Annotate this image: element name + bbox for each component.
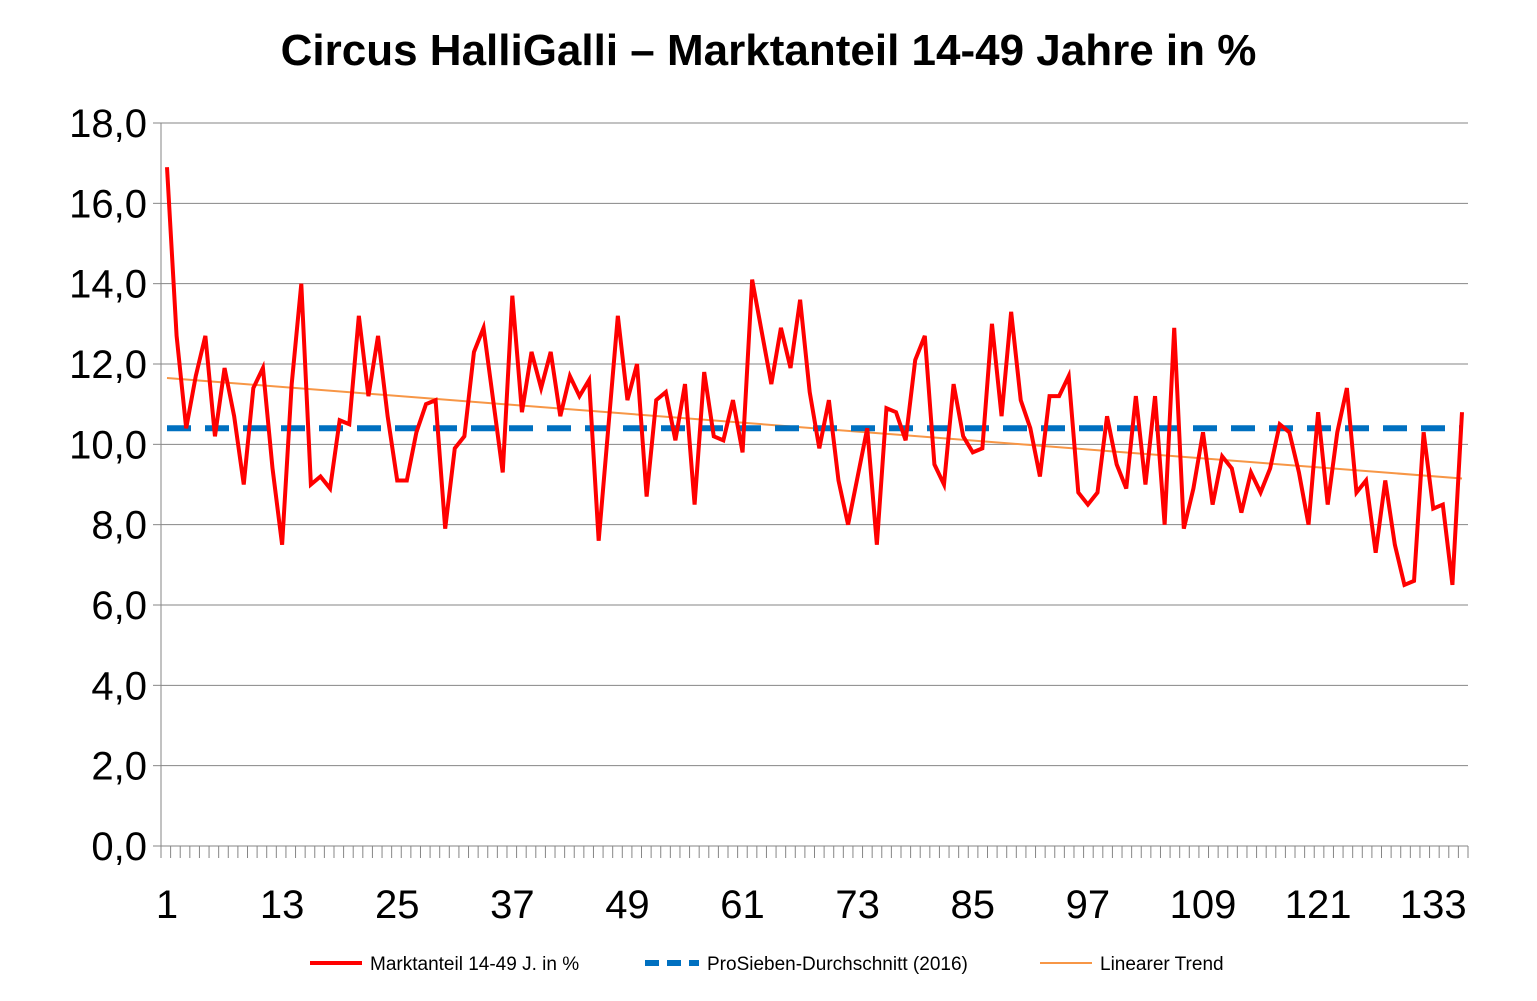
legend: Marktanteil 14-49 J. in % ProSieben-Durch… <box>310 954 1224 975</box>
x-tick-label: 61 <box>720 883 765 927</box>
y-tick-label: 4,0 <box>91 664 147 708</box>
x-tick-label: 49 <box>605 883 650 927</box>
y-tick-label: 10,0 <box>69 423 147 467</box>
y-tick-label: 0,0 <box>91 825 147 869</box>
x-tick-label: 97 <box>1066 883 1111 927</box>
y-tick-label: 8,0 <box>91 504 147 548</box>
y-tick-label: 2,0 <box>91 745 147 789</box>
chart-title: Circus HalliGalli – Marktanteil 14-49 Ja… <box>280 26 1257 75</box>
y-axis-tick-labels: 0,0 2,0 4,0 6,0 8,0 10,0 12,0 14,0 16,0 18,0 <box>69 102 147 869</box>
y-tick-label: 18,0 <box>69 102 147 146</box>
x-tick-label: 1 <box>156 883 178 927</box>
y-tick-label: 12,0 <box>69 343 147 387</box>
y-tick-label: 14,0 <box>69 263 147 307</box>
legend-label-trend: Linearer Trend <box>1100 954 1224 975</box>
x-tick-label: 13 <box>260 883 305 927</box>
legend-label-market-share: Marktanteil 14-49 J. in % <box>370 954 579 975</box>
y-tick-label: 16,0 <box>69 182 147 226</box>
x-tick-label: 85 <box>951 883 996 927</box>
x-tick-label: 25 <box>375 883 420 927</box>
x-tick-label: 37 <box>490 883 535 927</box>
axes <box>153 122 1469 858</box>
x-axis-tick-labels: 1 13 25 37 49 61 73 85 97 109 121 133 <box>156 883 1467 927</box>
gridlines <box>161 122 1468 767</box>
market-share-line <box>165 167 1464 588</box>
x-tick-label: 109 <box>1170 883 1237 927</box>
series-lines <box>165 167 1464 588</box>
x-tick-label: 133 <box>1400 883 1467 927</box>
legend-label-average: ProSieben-Durchschnitt (2016) <box>707 954 968 975</box>
x-tick-label: 73 <box>835 883 880 927</box>
x-tick-label: 121 <box>1285 883 1352 927</box>
y-tick-label: 6,0 <box>91 584 147 628</box>
